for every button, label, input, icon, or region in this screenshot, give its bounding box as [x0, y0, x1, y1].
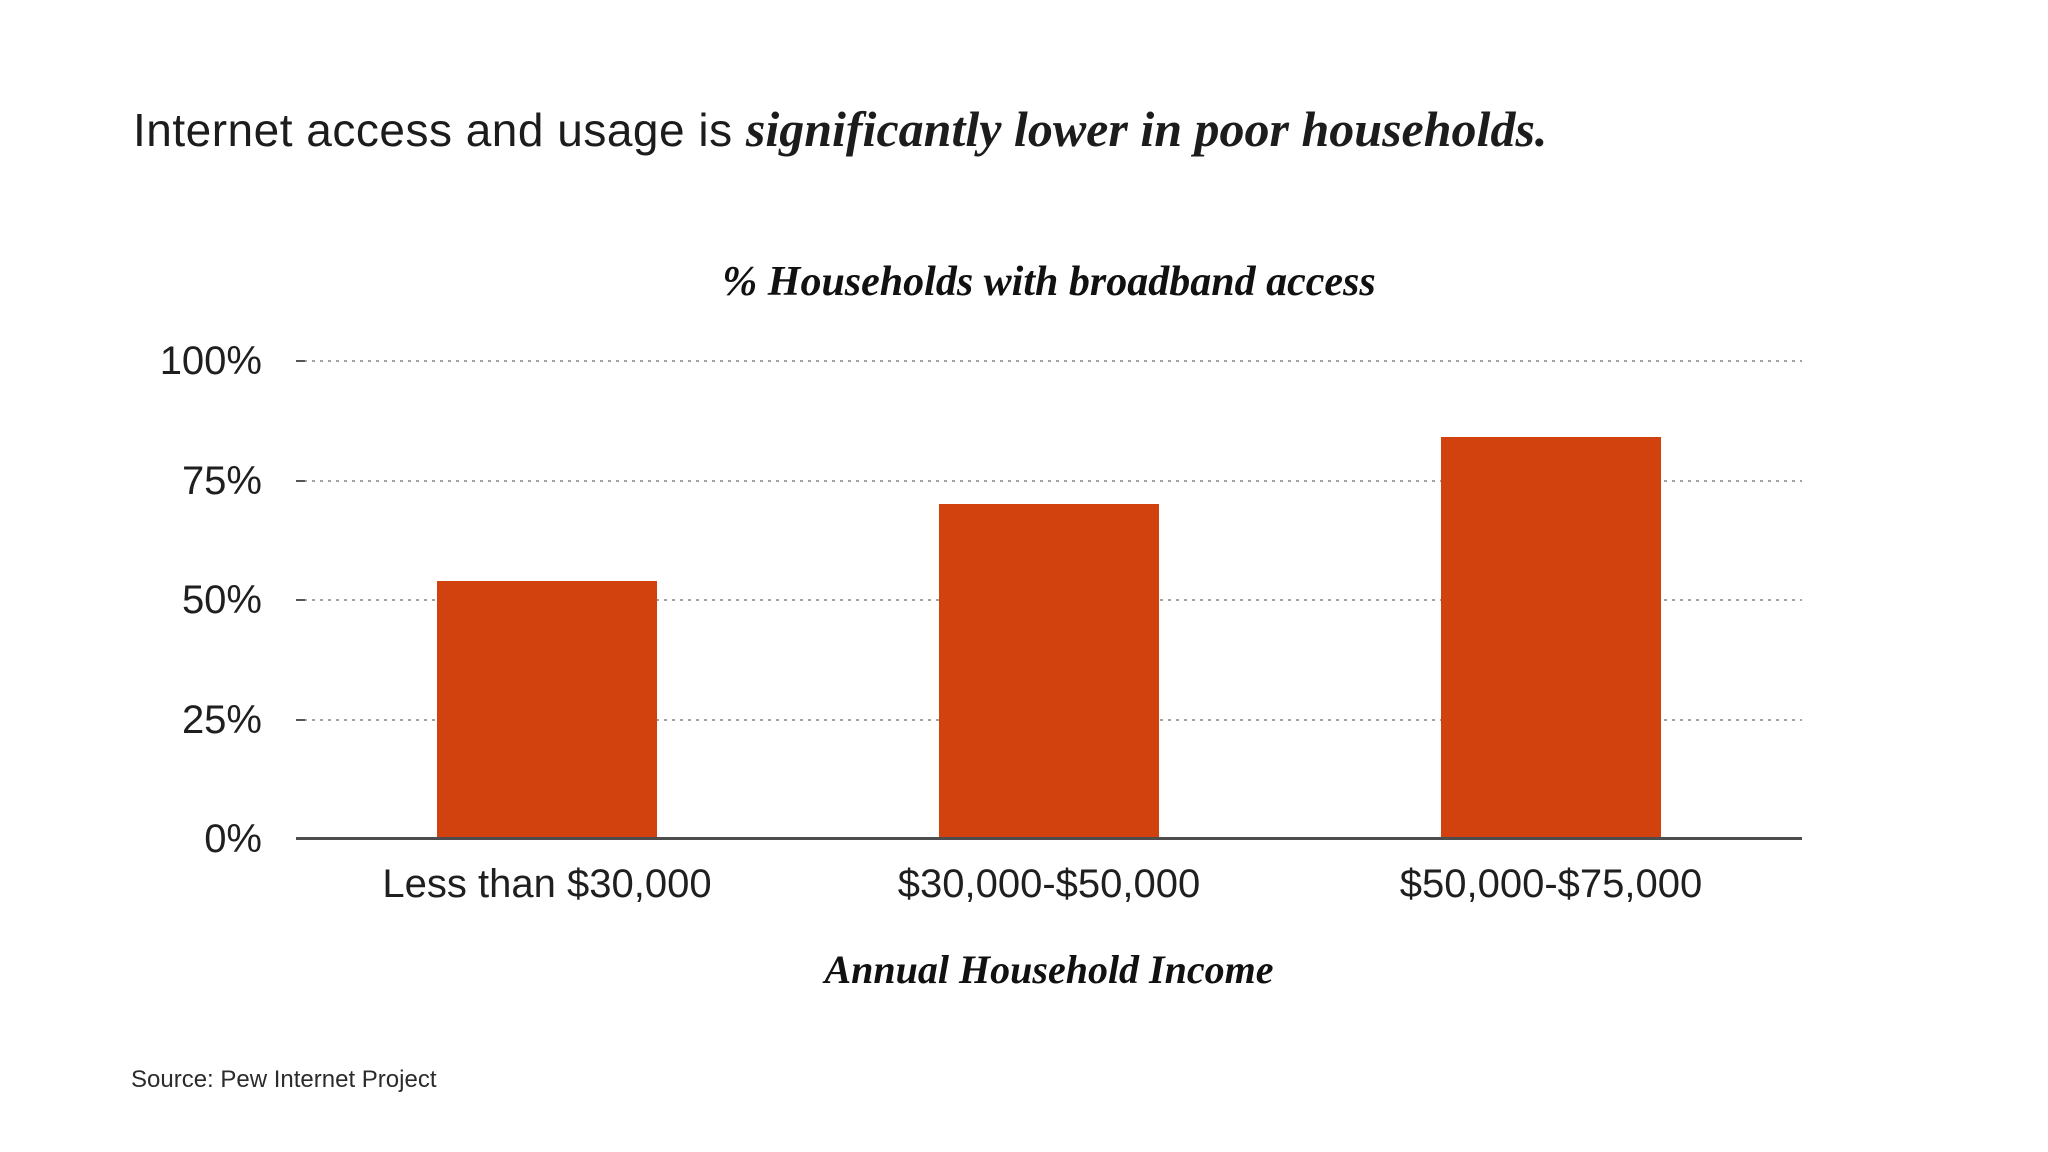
y-tick-mark: [296, 718, 305, 721]
y-tick-mark: [296, 479, 305, 482]
page-title-regular: Internet access and usage is: [133, 104, 746, 156]
page-title-emphasis: significantly lower in poor households.: [745, 101, 1548, 157]
bar-3: [1441, 437, 1661, 839]
x-category-label: Less than $30,000: [382, 862, 712, 906]
y-tick-label: 75%: [181, 458, 262, 503]
y-tick-label: 50%: [181, 578, 262, 622]
y-tick-mark: [296, 599, 305, 601]
y-tick-label: 100%: [159, 339, 262, 383]
x-axis-title: Annual Household Income: [824, 947, 1274, 992]
x-category-label: $50,000-$75,000: [1399, 862, 1703, 906]
x-axis-line: [296, 837, 1802, 840]
gridline-100: [296, 360, 1802, 362]
y-tick-label: 0%: [204, 817, 262, 861]
bar-2: [939, 504, 1159, 839]
x-category-label: $30,000-$50,000: [897, 862, 1201, 906]
source-note: Source: Pew Internet Project: [131, 1066, 437, 1093]
page-title: Internet access and usage is significant…: [133, 100, 1933, 158]
chart-title: % Households with broadband access: [722, 259, 1376, 305]
gridline-75: [296, 479, 1802, 482]
y-tick-mark: [296, 360, 305, 362]
bar-1: [437, 580, 657, 839]
plot-area: [296, 360, 1802, 840]
y-tick-label: 25%: [181, 697, 262, 742]
